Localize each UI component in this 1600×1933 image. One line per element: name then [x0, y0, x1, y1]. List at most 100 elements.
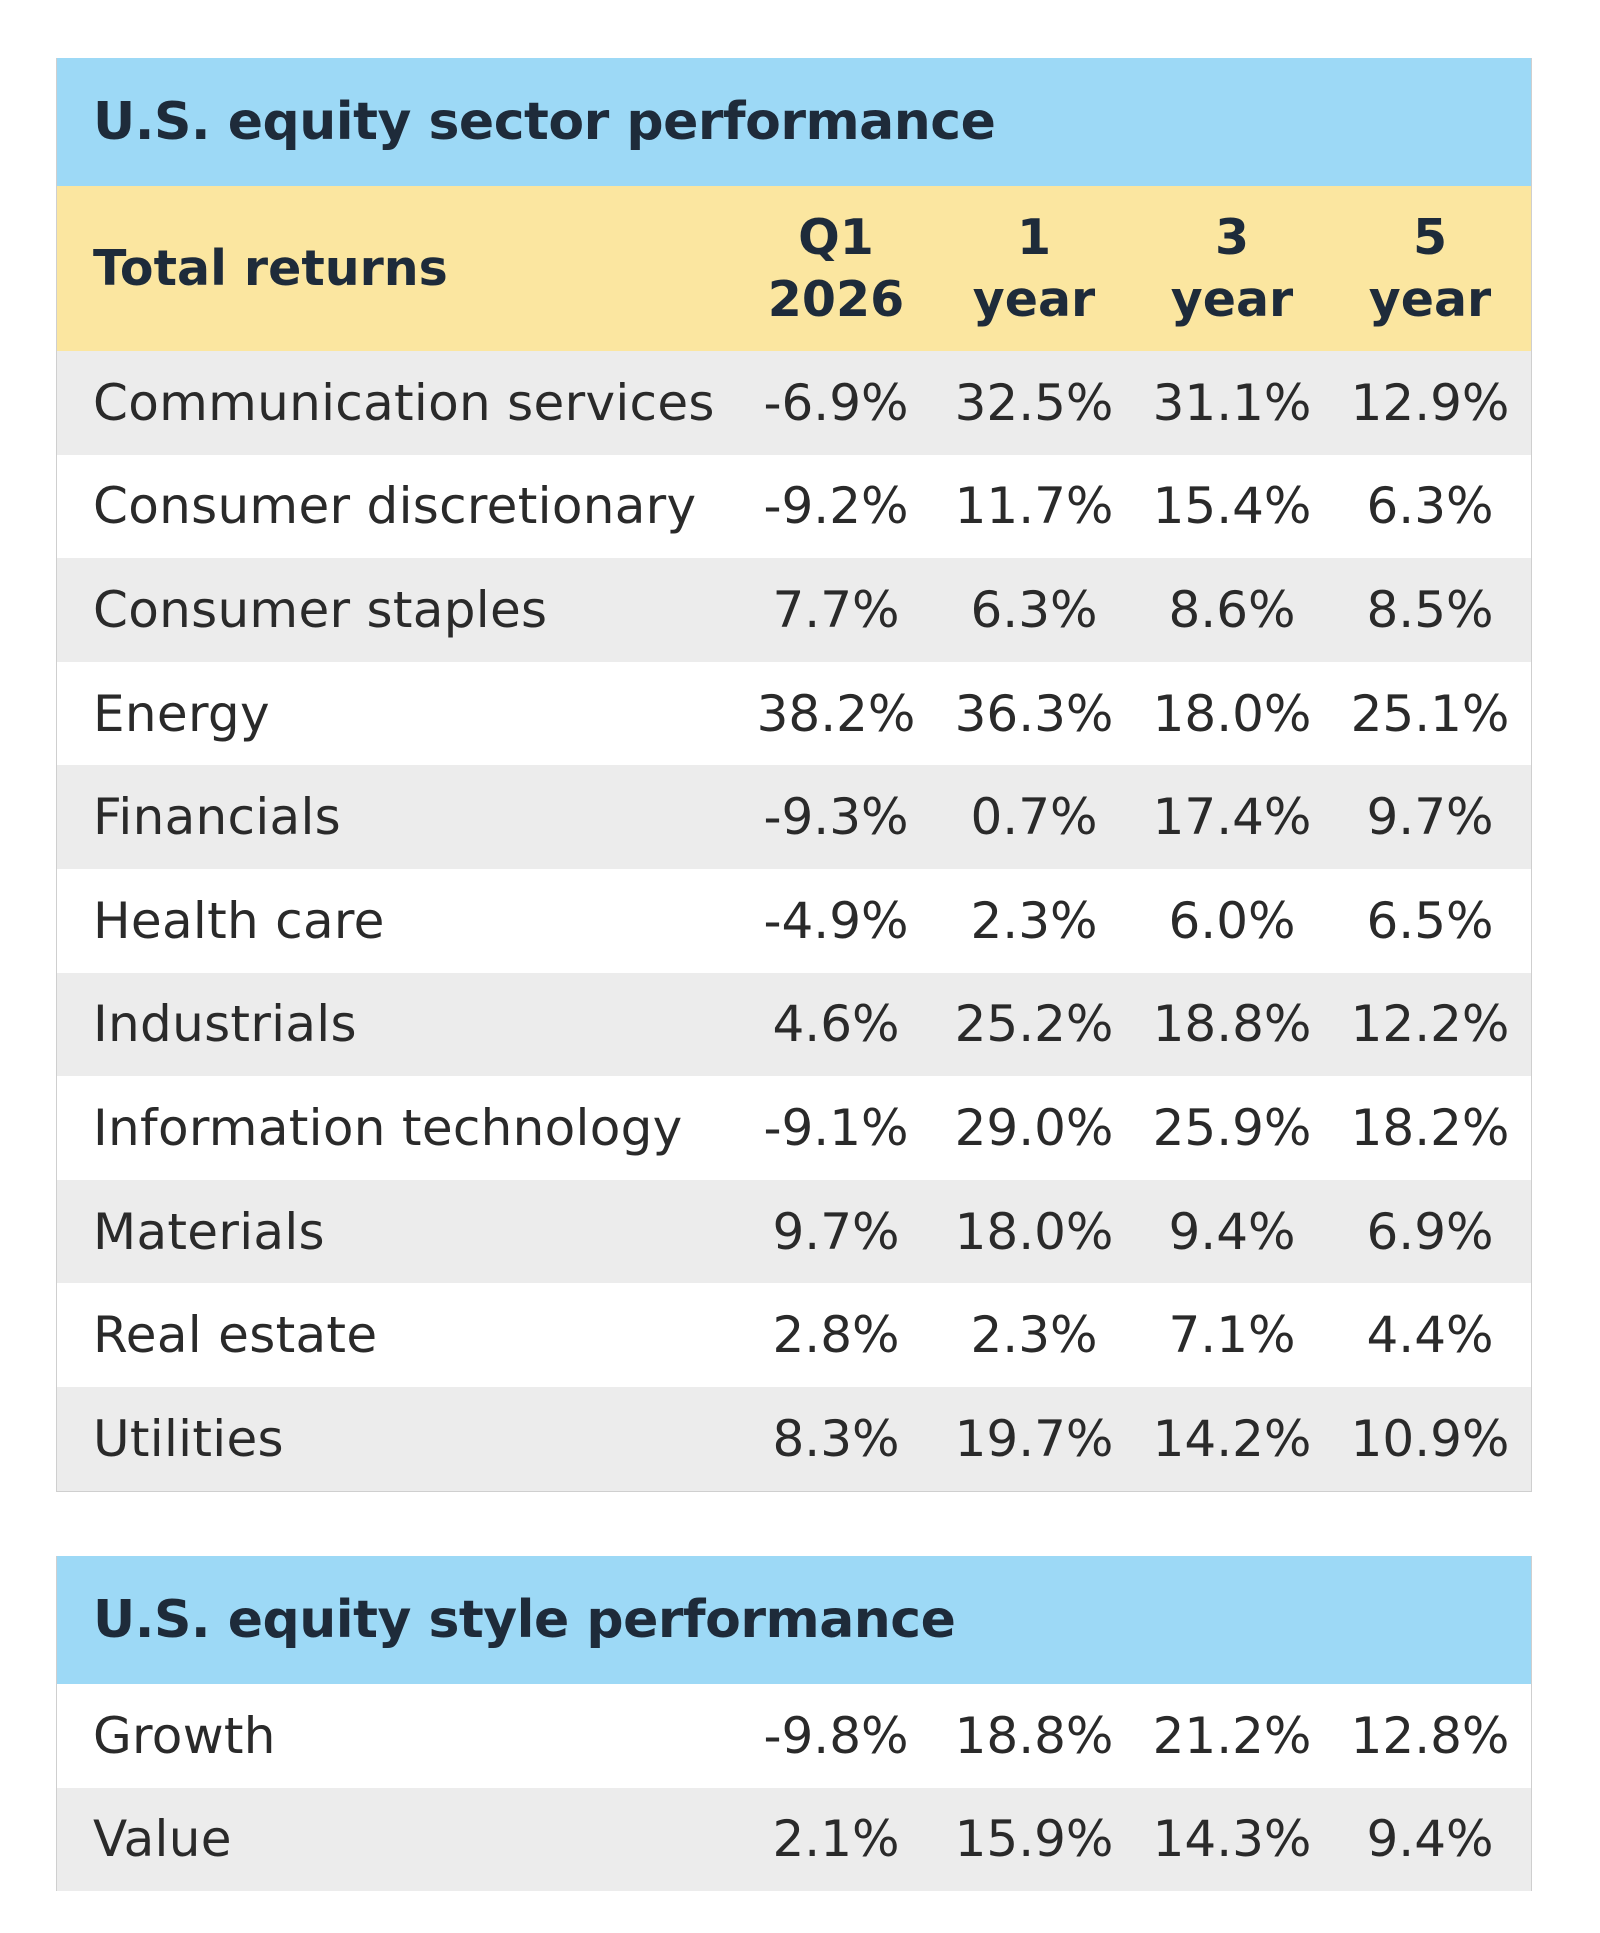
sector-performance-table: U.S. equity sector performance Total ret…	[56, 58, 1532, 1492]
table-row: Energy 38.2% 36.3% 18.0% 25.1%	[57, 661, 1531, 766]
table-row: Consumer discretionary -9.2% 11.7% 15.4% 6.3…	[57, 454, 1531, 559]
header-col-1-year: 1 year	[935, 207, 1133, 331]
row-value-cell: 6.3%	[1366, 477, 1494, 536]
sector-table-title-bar: U.S. equity sector performance	[57, 58, 1531, 186]
row-label: Growth	[93, 1706, 276, 1765]
row-value-cell: 2.3%	[970, 891, 1098, 950]
row-label: Industrials	[93, 995, 357, 1054]
header-col-line2: year	[1368, 270, 1492, 328]
row-value-cell: 18.0%	[1152, 684, 1312, 743]
table-row: Growth -9.8% 18.8% 21.2% 12.8%	[57, 1684, 1531, 1788]
row-label: Financials	[93, 788, 341, 847]
table-row: Financials -9.3% 0.7% 17.4% 9.7%	[57, 765, 1531, 869]
row-value-cell: 9.4%	[1366, 1810, 1494, 1869]
sector-table-title: U.S. equity sector performance	[93, 92, 996, 152]
row-value-cell: 6.0%	[1168, 891, 1296, 950]
row-value-cell: 15.4%	[1152, 477, 1312, 536]
row-value-cell: 2.3%	[970, 1306, 1098, 1365]
row-value-cell: 18.8%	[954, 1706, 1114, 1765]
row-value-cell: 19.7%	[954, 1409, 1114, 1468]
row-label: Utilities	[93, 1409, 284, 1468]
row-value-cell: 36.3%	[954, 684, 1114, 743]
header-col-line2: 2026	[767, 270, 905, 328]
header-col-5-year: 5 year	[1331, 207, 1529, 331]
row-value-cell: 15.9%	[954, 1810, 1114, 1869]
header-col-line2: year	[1170, 270, 1294, 328]
row-value-cell: 12.8%	[1350, 1706, 1510, 1765]
row-value-cell: 6.3%	[970, 580, 1098, 639]
row-value-cell: 29.0%	[954, 1098, 1114, 1157]
row-label: Materials	[93, 1202, 325, 1261]
row-value-cell: 25.2%	[954, 995, 1114, 1054]
row-value-cell: 12.2%	[1350, 995, 1510, 1054]
table-row: Industrials 4.6% 25.2% 18.8% 12.2%	[57, 972, 1531, 1077]
row-value-cell: 14.2%	[1152, 1409, 1312, 1468]
row-value-cell: 11.7%	[954, 477, 1114, 536]
style-table-body: Growth -9.8% 18.8% 21.2% 12.8% Value 2.1% 15.9%…	[57, 1684, 1531, 1892]
row-value-cell: 9.7%	[772, 1202, 900, 1261]
row-value-cell: 8.3%	[772, 1409, 900, 1468]
row-value-cell: -9.1%	[763, 1098, 909, 1157]
row-label: Consumer staples	[93, 580, 548, 639]
row-value-cell: 31.1%	[1152, 373, 1312, 432]
table-row: Value 2.1% 15.9% 14.3% 9.4%	[57, 1787, 1531, 1892]
sector-table-header-row: Total returns Q1 2026 1 year 3 year 5 ye…	[57, 186, 1531, 351]
row-value-cell: 12.9%	[1350, 373, 1510, 432]
row-value-cell: -9.2%	[763, 477, 909, 536]
header-col-line1: 3	[1214, 208, 1250, 266]
row-value-cell: -6.9%	[763, 373, 909, 432]
row-value-cell: 6.5%	[1366, 891, 1494, 950]
row-label: Energy	[93, 684, 270, 743]
row-label: Value	[93, 1810, 232, 1869]
row-value-cell: 4.6%	[772, 995, 900, 1054]
header-col-line1: 1	[1016, 208, 1052, 266]
table-row: Information technology -9.1% 29.0% 25.9% 18.…	[57, 1076, 1531, 1180]
style-table-title-bar: U.S. equity style performance	[57, 1556, 1531, 1684]
row-value-cell: 10.9%	[1350, 1409, 1510, 1468]
row-value-cell: 9.4%	[1168, 1202, 1296, 1261]
row-value-cell: -9.8%	[763, 1706, 909, 1765]
row-value-cell: 9.7%	[1366, 788, 1494, 847]
header-col-line1: 5	[1412, 208, 1448, 266]
row-value-cell: 6.9%	[1366, 1202, 1494, 1261]
table-row: Materials 9.7% 18.0% 9.4% 6.9%	[57, 1179, 1531, 1284]
row-value-cell: -4.9%	[763, 891, 909, 950]
row-value-cell: 0.7%	[970, 788, 1098, 847]
row-value-cell: 18.0%	[954, 1202, 1114, 1261]
row-label: Communication services	[93, 373, 715, 432]
table-row: Utilities 8.3% 19.7% 14.2% 10.9%	[57, 1386, 1531, 1491]
row-value-cell: 25.1%	[1350, 684, 1510, 743]
row-value-cell: 38.2%	[756, 684, 916, 743]
row-value-cell: 8.6%	[1168, 580, 1296, 639]
header-col-q1-2026: Q1 2026	[737, 207, 935, 331]
row-value-cell: 8.5%	[1366, 580, 1494, 639]
row-value-cell: 17.4%	[1152, 788, 1312, 847]
row-value-cell: 18.8%	[1152, 995, 1312, 1054]
row-value-cell: 25.9%	[1152, 1098, 1312, 1157]
row-value-cell: 7.1%	[1168, 1306, 1296, 1365]
table-row: Communication services -6.9% 32.5% 31.1% 12.…	[57, 351, 1531, 455]
header-col-line1: Q1	[798, 208, 874, 266]
table-row: Health care -4.9% 2.3% 6.0% 6.5%	[57, 868, 1531, 973]
row-value-cell: 2.8%	[772, 1306, 900, 1365]
row-label: Health care	[93, 891, 385, 950]
row-label: Real estate	[93, 1306, 378, 1365]
row-label: Information technology	[93, 1098, 683, 1157]
row-value-cell: -9.3%	[763, 788, 909, 847]
row-value-cell: 4.4%	[1366, 1306, 1494, 1365]
table-row: Consumer staples 7.7% 6.3% 8.6% 8.5%	[57, 558, 1531, 662]
row-value-cell: 7.7%	[772, 580, 900, 639]
row-label: Consumer discretionary	[93, 477, 697, 536]
row-value-cell: 14.3%	[1152, 1810, 1312, 1869]
header-col-3-year: 3 year	[1133, 207, 1331, 331]
table-row: Real estate 2.8% 2.3% 7.1% 4.4%	[57, 1283, 1531, 1387]
sector-table-body: Communication services -6.9% 32.5% 31.1% 12.…	[57, 351, 1531, 1491]
style-performance-table: U.S. equity style performance Growth -9.8…	[56, 1556, 1532, 1892]
row-value-cell: 18.2%	[1350, 1098, 1510, 1157]
row-value-cell: 32.5%	[954, 373, 1114, 432]
header-col-line2: year	[972, 270, 1096, 328]
header-label-total-returns: Total returns	[93, 240, 448, 297]
style-table-title: U.S. equity style performance	[93, 1590, 956, 1650]
row-value-cell: 21.2%	[1152, 1706, 1312, 1765]
row-value-cell: 2.1%	[772, 1810, 900, 1869]
